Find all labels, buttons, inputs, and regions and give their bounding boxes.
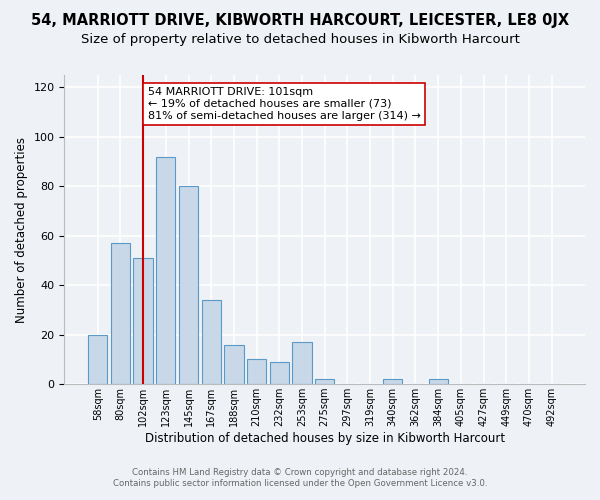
Bar <box>224 344 244 384</box>
Bar <box>428 379 448 384</box>
Text: 54, MARRIOTT DRIVE, KIBWORTH HARCOURT, LEICESTER, LE8 0JX: 54, MARRIOTT DRIVE, KIBWORTH HARCOURT, L… <box>31 12 569 28</box>
Bar <box>269 362 289 384</box>
Text: 54 MARRIOTT DRIVE: 101sqm
← 19% of detached houses are smaller (73)
81% of semi-: 54 MARRIOTT DRIVE: 101sqm ← 19% of detac… <box>148 88 421 120</box>
Bar <box>111 243 130 384</box>
Bar <box>133 258 153 384</box>
Bar <box>156 156 175 384</box>
Bar <box>383 379 403 384</box>
Bar <box>315 379 334 384</box>
Text: Size of property relative to detached houses in Kibworth Harcourt: Size of property relative to detached ho… <box>80 32 520 46</box>
Bar <box>88 334 107 384</box>
Bar <box>292 342 311 384</box>
Text: Contains HM Land Registry data © Crown copyright and database right 2024.
Contai: Contains HM Land Registry data © Crown c… <box>113 468 487 487</box>
X-axis label: Distribution of detached houses by size in Kibworth Harcourt: Distribution of detached houses by size … <box>145 432 505 445</box>
Bar <box>179 186 198 384</box>
Bar <box>247 360 266 384</box>
Y-axis label: Number of detached properties: Number of detached properties <box>15 136 28 322</box>
Bar <box>202 300 221 384</box>
